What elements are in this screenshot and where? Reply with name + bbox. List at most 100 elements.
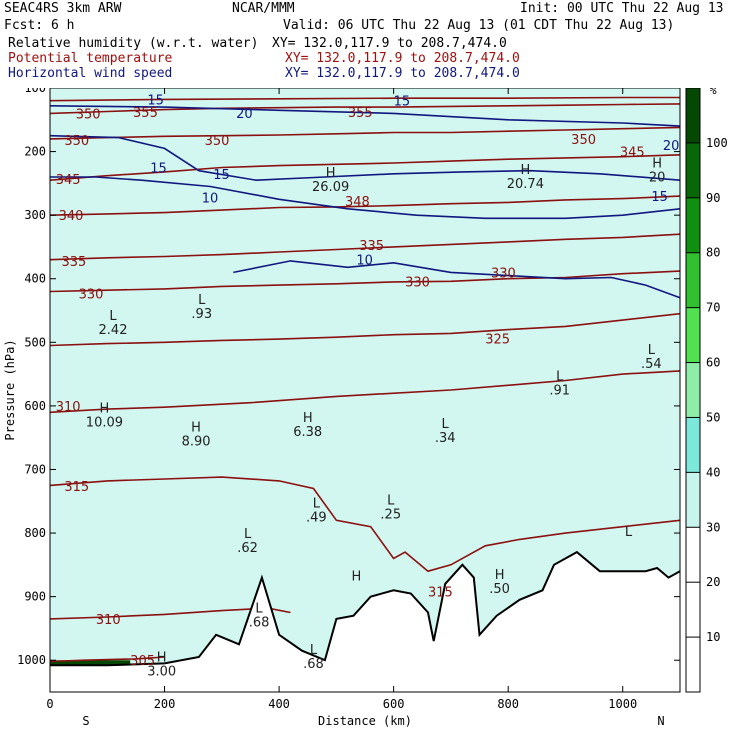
extremum-marker-16: H bbox=[157, 650, 167, 665]
extremum-marker-13: H bbox=[495, 568, 505, 583]
colorbar-swatch-8 bbox=[686, 197, 700, 253]
header-model-label: SEAC4RS 3km ARW bbox=[4, 1, 122, 16]
colorbar-label-0: 10 bbox=[706, 630, 720, 644]
theta-label-9: 335 bbox=[61, 255, 86, 270]
colorbar: 10 20 30 40 50 60 70 80 90 100 bbox=[685, 88, 728, 693]
x-tick-label-1: 200 bbox=[154, 697, 176, 711]
header: SEAC4RS 3km ARW NCAR/MMM Init: 00 UTC Th… bbox=[4, 1, 724, 81]
extremum-value-8: .49 bbox=[306, 511, 327, 526]
header-init-time: Init: 00 UTC Thu 22 Aug 13 bbox=[520, 1, 724, 16]
colorbar-label-3: 40 bbox=[706, 465, 720, 479]
extremum-value-0: 2.42 bbox=[99, 323, 128, 338]
y-tick-label-7: 800 bbox=[24, 526, 46, 540]
extremum-value-11: .68 bbox=[249, 616, 270, 631]
theta-label-6: 330 bbox=[405, 275, 430, 290]
extremum-marker-9: L bbox=[387, 493, 395, 508]
header-forecast-hour: Fcst: 6 h bbox=[4, 18, 74, 33]
extremum-value-7: .54 bbox=[641, 357, 662, 372]
extremum-marker-3: H bbox=[191, 420, 201, 435]
theta-contour-355-11 bbox=[49, 96, 680, 102]
colorbar-swatch-1 bbox=[686, 582, 700, 638]
extremum-value-17: 26.09 bbox=[312, 180, 349, 195]
y-tick-label-1: 200 bbox=[24, 145, 46, 159]
theta-label-7: 330 bbox=[491, 266, 516, 281]
wind-label-1: 15 bbox=[213, 168, 230, 183]
extremum-value-6: .91 bbox=[549, 383, 570, 398]
theta-label-0: 305 bbox=[130, 654, 155, 669]
colorbar-swatch-7 bbox=[686, 252, 700, 308]
extremum-marker-19: H bbox=[652, 156, 662, 171]
colorbar-swatch-4 bbox=[686, 417, 700, 473]
colorbar-swatch-6 bbox=[686, 307, 700, 363]
y-tick-label-9: 1000 bbox=[17, 653, 46, 667]
extremum-value-2: 10.09 bbox=[86, 415, 123, 430]
wind-label-2: 10 bbox=[202, 191, 219, 206]
theta-contour-305-0 bbox=[49, 656, 165, 663]
colorbar-label-9: 100 bbox=[706, 136, 728, 150]
terrain-line bbox=[50, 550, 681, 667]
extremum-value-10: .62 bbox=[237, 541, 258, 556]
theta-label-14: 350 bbox=[76, 107, 101, 122]
wind-contour-10-2 bbox=[49, 105, 681, 127]
extremum-value-3: 8.90 bbox=[182, 434, 211, 449]
wind-label-6: 15 bbox=[147, 93, 164, 108]
wind-label-8: 20 bbox=[663, 139, 680, 154]
theta-contour-335-6 bbox=[49, 233, 681, 261]
theta-label-20: 348 bbox=[345, 195, 370, 210]
extremum-marker-5: L bbox=[442, 417, 450, 432]
axes: 100 200 300 400 500 600 700 800 900 1000 0 200 400 60… bbox=[17, 88, 680, 711]
wind-label-3: 10 bbox=[356, 254, 373, 269]
colorbar-swatch-10 bbox=[686, 88, 700, 143]
colorbar-swatch-5 bbox=[686, 362, 700, 418]
plot-frame bbox=[49, 88, 681, 693]
field-wind-xy: XY= 132.0,117.9 to 208.7,474.0 bbox=[285, 66, 520, 81]
extremum-value-16: 3.00 bbox=[147, 664, 176, 679]
wind-label-7: 15 bbox=[394, 95, 411, 110]
colorbar-swatch-3 bbox=[686, 472, 700, 528]
theta-contour-350-10 bbox=[49, 103, 681, 115]
colorbar-label-5: 60 bbox=[706, 356, 720, 370]
extremum-marker-12: L bbox=[310, 643, 318, 658]
colorbar-swatch-0 bbox=[686, 637, 700, 692]
theta-contour-330-5 bbox=[49, 270, 681, 293]
y-tick-label-5: 600 bbox=[24, 399, 46, 413]
colorbar-label-7: 80 bbox=[706, 246, 720, 260]
contour-label-layer: 305 310 310 315 315 325 330 330 330 335 335 340 345 3… bbox=[56, 93, 680, 679]
extremum-marker-17: H bbox=[326, 166, 336, 181]
y-tick-label-6: 700 bbox=[24, 462, 46, 476]
colorbar-frame bbox=[685, 88, 701, 693]
extremum-marker-1: L bbox=[198, 293, 206, 308]
theta-label-15: 350 bbox=[205, 134, 230, 149]
x-axis-end-label-right: N bbox=[657, 714, 664, 728]
colorbar-unit: % bbox=[709, 88, 717, 97]
y-tick-label-8: 900 bbox=[24, 590, 46, 604]
theta-label-11: 340 bbox=[59, 209, 84, 224]
terrain-fill bbox=[50, 552, 680, 692]
wind-contour-10-0 bbox=[50, 176, 681, 220]
theta-label-10: 335 bbox=[359, 239, 384, 254]
wind-label-5: 20 bbox=[236, 107, 253, 122]
theta-label-1: 310 bbox=[96, 613, 121, 628]
extremum-marker-18: H bbox=[520, 163, 530, 178]
terrain-layer bbox=[50, 550, 681, 692]
extremum-value-9: .25 bbox=[380, 507, 401, 522]
extremum-value-19: 20 bbox=[649, 170, 666, 185]
x-tick-label-2: 400 bbox=[268, 697, 290, 711]
field-wind-name: Horizontal wind speed bbox=[8, 66, 172, 81]
theta-label-16: 350 bbox=[571, 133, 596, 148]
x-axis-label: Distance (km) bbox=[318, 714, 412, 728]
theta-contour-layer bbox=[49, 96, 681, 663]
theta-label-5: 325 bbox=[485, 333, 510, 348]
extremum-value-13: .50 bbox=[489, 582, 510, 597]
field-theta-name: Potential temperature bbox=[8, 51, 173, 66]
extremum-value-4: 6.38 bbox=[293, 425, 322, 440]
theta-label-19: 345 bbox=[620, 146, 645, 161]
field-rh-xy: XY= 132.0,117.9 to 208.7,474.0 bbox=[272, 36, 507, 51]
theta-contour-345-8 bbox=[49, 154, 681, 181]
cross-section-chart: 305 310 310 315 315 325 330 330 330 335 335 340 345 3… bbox=[3, 88, 728, 728]
theta-contour-310-2 bbox=[49, 370, 681, 414]
theta-contour-315-3 bbox=[49, 476, 681, 573]
x-tick-label-4: 800 bbox=[497, 697, 519, 711]
extremum-marker-10: L bbox=[244, 527, 252, 542]
theta-label-2: 310 bbox=[56, 400, 81, 415]
